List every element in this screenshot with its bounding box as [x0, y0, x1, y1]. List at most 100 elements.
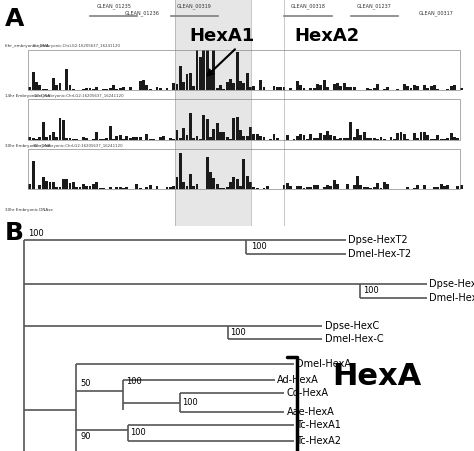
- Bar: [52, 182, 55, 189]
- Bar: [229, 139, 232, 140]
- Bar: [326, 131, 329, 140]
- Bar: [419, 132, 422, 140]
- Bar: [159, 88, 162, 90]
- Bar: [299, 186, 302, 189]
- Bar: [259, 80, 262, 90]
- Bar: [172, 186, 175, 189]
- Bar: [92, 89, 95, 90]
- Bar: [189, 113, 192, 140]
- Bar: [196, 136, 199, 140]
- Bar: [410, 88, 412, 90]
- Bar: [383, 89, 386, 90]
- Bar: [406, 139, 409, 140]
- Bar: [226, 187, 228, 189]
- Bar: [346, 138, 349, 140]
- Bar: [175, 177, 178, 189]
- Bar: [356, 129, 359, 140]
- Bar: [219, 188, 222, 189]
- Bar: [416, 86, 419, 90]
- Bar: [313, 138, 316, 140]
- Bar: [118, 187, 121, 189]
- Bar: [75, 187, 78, 189]
- Bar: [216, 88, 219, 90]
- Bar: [232, 118, 235, 140]
- Bar: [179, 66, 182, 90]
- Bar: [306, 187, 309, 189]
- Text: 14hr Embryonic cDNA: 14hr Embryonic cDNA: [5, 94, 50, 98]
- Bar: [102, 139, 105, 140]
- Bar: [65, 69, 68, 90]
- Bar: [333, 180, 336, 189]
- Bar: [326, 184, 329, 189]
- Bar: [447, 185, 449, 189]
- Bar: [159, 137, 162, 140]
- Bar: [319, 85, 322, 90]
- Bar: [139, 81, 142, 90]
- Bar: [299, 134, 302, 140]
- Text: 50: 50: [81, 379, 91, 388]
- Text: 90: 90: [81, 432, 91, 441]
- Bar: [72, 182, 75, 189]
- Bar: [273, 134, 275, 140]
- Bar: [132, 137, 135, 140]
- Bar: [306, 138, 309, 140]
- Bar: [316, 184, 319, 189]
- Text: GLEAN_01237: GLEAN_01237: [357, 3, 392, 9]
- Bar: [310, 187, 312, 189]
- Bar: [129, 87, 132, 90]
- Bar: [35, 139, 38, 140]
- Bar: [48, 135, 51, 140]
- Bar: [95, 183, 98, 189]
- Bar: [206, 157, 209, 189]
- Bar: [310, 134, 312, 140]
- Text: 100: 100: [363, 286, 378, 295]
- Bar: [222, 133, 225, 140]
- Bar: [289, 186, 292, 189]
- Bar: [192, 86, 195, 90]
- Bar: [72, 138, 75, 140]
- Bar: [383, 139, 386, 140]
- Bar: [152, 139, 155, 140]
- Bar: [396, 133, 399, 140]
- Bar: [99, 188, 101, 189]
- Bar: [310, 88, 312, 90]
- Bar: [58, 187, 61, 189]
- Text: 14hr_embryonic:ChrLG2:16205637_16241120: 14hr_embryonic:ChrLG2:16205637_16241120: [33, 94, 124, 98]
- Bar: [82, 184, 85, 189]
- Bar: [249, 127, 252, 140]
- Bar: [102, 188, 105, 189]
- Bar: [460, 88, 463, 90]
- Bar: [65, 179, 68, 189]
- Bar: [179, 153, 182, 189]
- Text: HexA1: HexA1: [190, 27, 255, 45]
- Bar: [186, 135, 189, 140]
- Text: 6hr_embryonic cDNA: 6hr_embryonic cDNA: [5, 45, 48, 48]
- Bar: [175, 0, 251, 226]
- Bar: [118, 135, 121, 140]
- Bar: [313, 88, 316, 90]
- Bar: [283, 185, 285, 189]
- Bar: [263, 87, 265, 90]
- Bar: [216, 184, 219, 189]
- Bar: [95, 87, 98, 90]
- Bar: [236, 117, 238, 140]
- Bar: [199, 57, 202, 90]
- Bar: [199, 138, 202, 140]
- Bar: [339, 86, 342, 90]
- Text: Dmel-Hex-T2: Dmel-Hex-T2: [348, 249, 411, 259]
- Bar: [105, 138, 108, 140]
- Bar: [28, 149, 460, 189]
- Bar: [229, 79, 232, 90]
- Bar: [155, 186, 158, 189]
- Bar: [172, 139, 175, 140]
- Bar: [299, 85, 302, 90]
- Bar: [115, 188, 118, 189]
- Bar: [302, 135, 305, 140]
- Bar: [253, 86, 255, 90]
- Bar: [196, 184, 199, 189]
- Bar: [146, 85, 148, 90]
- Bar: [383, 181, 386, 189]
- Bar: [370, 138, 373, 140]
- Bar: [222, 188, 225, 189]
- Bar: [65, 138, 68, 140]
